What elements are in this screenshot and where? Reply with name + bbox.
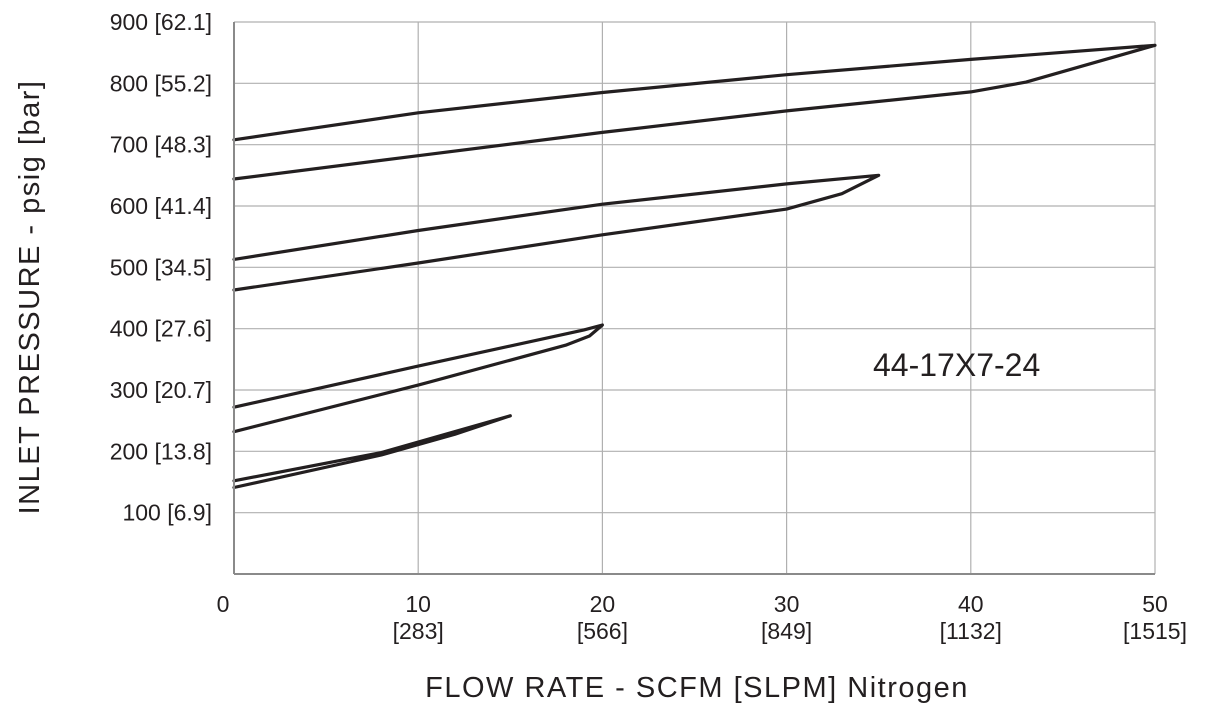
series-group	[232, 43, 1157, 490]
series-line-4	[232, 414, 512, 490]
y-tick-label: 300 [20.7]	[110, 377, 212, 403]
tick-labels: 100 [6.9] 200 [13.8] 300 [20.7] 400 [27.6] 5…	[110, 9, 1187, 644]
y-tick-label: 600 [41.4]	[110, 193, 212, 219]
x-tick-sublabel: [283]	[393, 618, 444, 644]
x-axis-title: FLOW RATE - SCFM [SLPM] Nitrogen	[425, 672, 969, 704]
x-tick-sublabel: [566]	[577, 618, 628, 644]
y-tick-label: 800 [55.2]	[110, 70, 212, 96]
y-tick-label: 500 [34.5]	[110, 254, 212, 280]
model-number-annotation: 44-17X7-24	[873, 347, 1040, 383]
y-axis-title: INLET PRESSURE - psig [bar]	[14, 80, 46, 515]
axes	[233, 22, 1155, 575]
y-tick-label: 900 [62.1]	[110, 9, 212, 35]
y-tick-label: 100 [6.9]	[122, 500, 212, 526]
x-tick-sublabel: [849]	[761, 618, 812, 644]
x-tick-label: 40	[958, 591, 984, 617]
series-line-1	[232, 43, 1157, 181]
x-tick-label: 20	[590, 591, 616, 617]
gridlines	[234, 21, 1156, 574]
y-tick-label: 700 [48.3]	[110, 132, 212, 158]
x-tick-sublabel: [1515]	[1123, 618, 1187, 644]
x-tick-label: 0	[217, 591, 230, 617]
series-line-3	[232, 323, 604, 434]
series-line-2	[232, 173, 881, 292]
x-tick-label: 10	[405, 591, 431, 617]
y-tick-label: 400 [27.6]	[110, 316, 212, 342]
x-tick-label: 50	[1142, 591, 1168, 617]
y-tick-label: 200 [13.8]	[110, 438, 212, 464]
x-tick-label: 30	[774, 591, 800, 617]
x-tick-sublabel: [1132]	[940, 618, 1002, 644]
